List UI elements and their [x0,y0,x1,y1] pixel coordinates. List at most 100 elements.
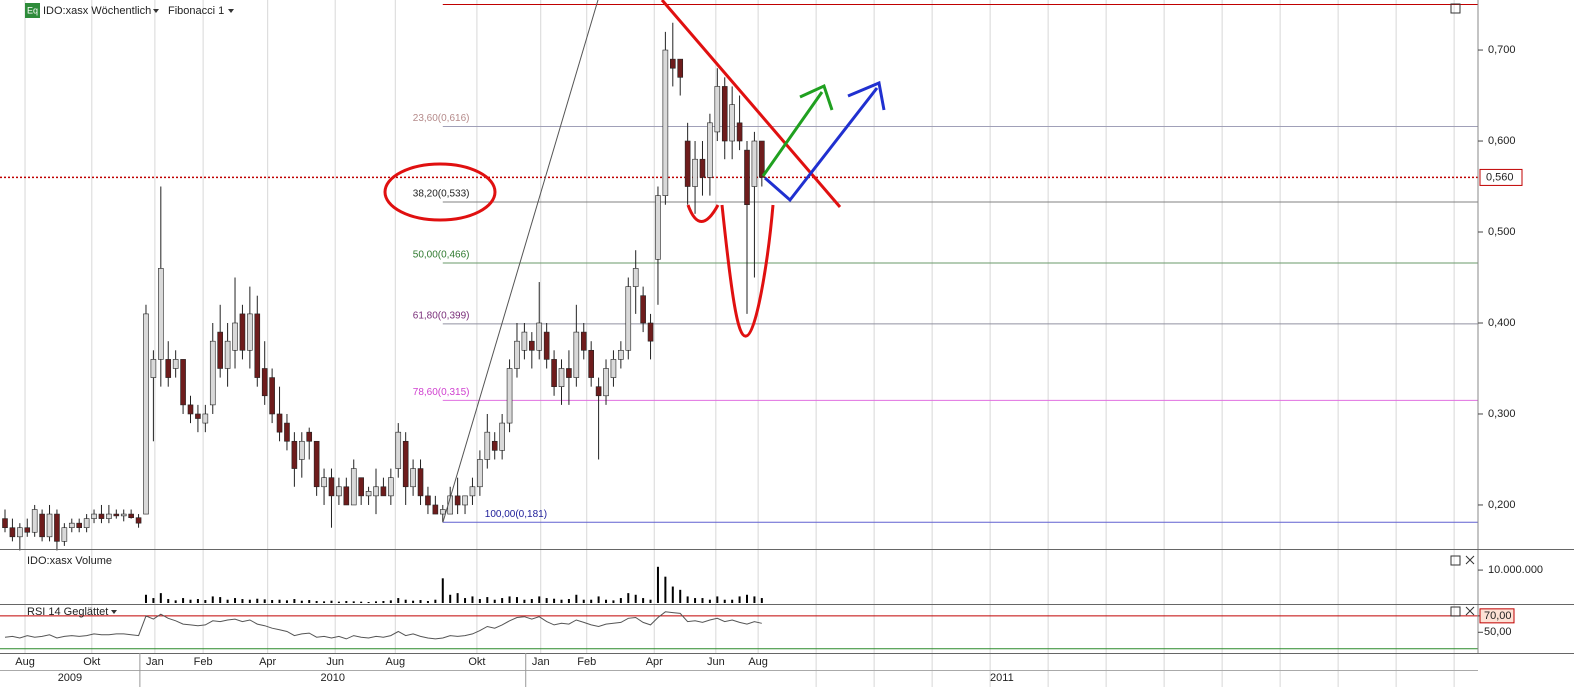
dropdown-arrow[interactable] [228,9,234,13]
green-arrow [761,91,824,177]
maximize-icon[interactable] [1450,3,1461,14]
volume-bar [144,594,147,603]
candle-body [291,440,298,469]
volume-bar [167,599,170,603]
volume-bar [404,599,407,603]
candle-body [83,518,90,529]
dropdown-arrow[interactable] [153,9,159,13]
x-tick-label: Aug [15,656,35,668]
candle-body [61,527,68,542]
candle-body [477,459,483,488]
annotations [383,0,886,523]
candle-body [462,495,468,506]
chart-title[interactable]: IDO:xasx Wöchentlich [43,5,151,17]
cup-curve [720,204,775,338]
volume-bar [456,593,459,603]
last-price-box [1479,168,1523,186]
x-tick-label: Apr [646,656,663,668]
candle-body [721,86,728,142]
volume-bar [241,599,244,603]
maximize-icon[interactable] [1450,555,1461,566]
volume-bar [716,596,719,603]
x-tick-label: Jan [532,656,550,668]
grid [0,0,1478,687]
candle-body [239,313,246,351]
volume-bar [285,600,288,603]
volume-bar [441,578,444,603]
volume-bar [196,599,199,603]
candle-body [669,58,676,69]
volume-bar [419,600,422,603]
volume-bar [182,598,185,603]
volume-bar [352,601,355,603]
volume-bar [694,598,697,603]
volume-bar [493,599,496,603]
trend-line [442,0,599,523]
year-label: 2011 [990,672,1014,684]
volume-bar [671,586,674,603]
candle-body [209,340,216,406]
x-tick-label: Okt [468,656,485,668]
candle-body [232,322,238,351]
volume-bar [397,598,400,603]
indicator-name[interactable]: Fibonacci 1 [168,5,224,17]
candle-body [736,122,743,142]
volume-bar [538,596,541,603]
green-arrow-head [799,83,834,111]
candle-body [9,527,16,538]
dropdown-arrow[interactable] [111,610,117,614]
candle-body [566,368,572,378]
fib-label: 23,60(0,616) [413,113,470,124]
candle-body [321,477,327,488]
y-tick-label: 70,00 [1484,610,1512,622]
volume-bar [560,599,563,603]
candle-body [454,495,461,506]
maximize-icon[interactable] [1450,606,1461,617]
volume-bar [567,599,570,603]
candle-body [313,440,320,488]
volume-bar [263,599,266,603]
volume-bar [219,597,222,603]
volume-bar [501,598,504,603]
candle-body [298,440,305,460]
candle-body [714,86,721,133]
volume-bar [330,600,333,603]
marks [2,22,765,640]
candle-body [588,349,594,378]
volume-bar [627,593,630,603]
volume-bar [375,601,377,603]
frame: Eq IDO:xasx Wöchentlich Fibonacci 1 IDO:… [0,0,1574,671]
volume-bar [679,589,682,603]
volume-bar [753,596,756,603]
volume-bar [582,599,585,603]
volume-bar [360,601,363,603]
candle-body [350,468,357,506]
candle-body [595,386,602,397]
candle-body [580,331,587,351]
volume-bar [619,598,622,603]
y-tick-label: 0,200 [1488,499,1516,511]
close-icon[interactable] [1465,606,1475,616]
candle-body [254,313,261,378]
volume-bar [701,598,704,603]
volume-bar [293,599,296,603]
x-tick-label: Apr [259,656,276,668]
candle-body [632,268,639,287]
volume-bar [605,599,608,603]
candle-body [358,477,364,497]
candle-body [202,413,209,424]
fib-label: 78,60(0,315) [413,387,470,398]
candle-body [469,486,476,497]
candle-body [187,404,194,415]
volume-bar [426,601,429,603]
close-icon[interactable] [1465,555,1475,565]
candle-body [128,513,134,519]
candle-body [373,486,379,497]
candle-body [284,422,290,442]
volume-bar [159,593,162,603]
volume-bar [323,601,326,603]
candle-body [68,522,75,529]
panel-title[interactable]: RSI 14 Geglättet [27,606,108,618]
candle-body [647,322,654,342]
